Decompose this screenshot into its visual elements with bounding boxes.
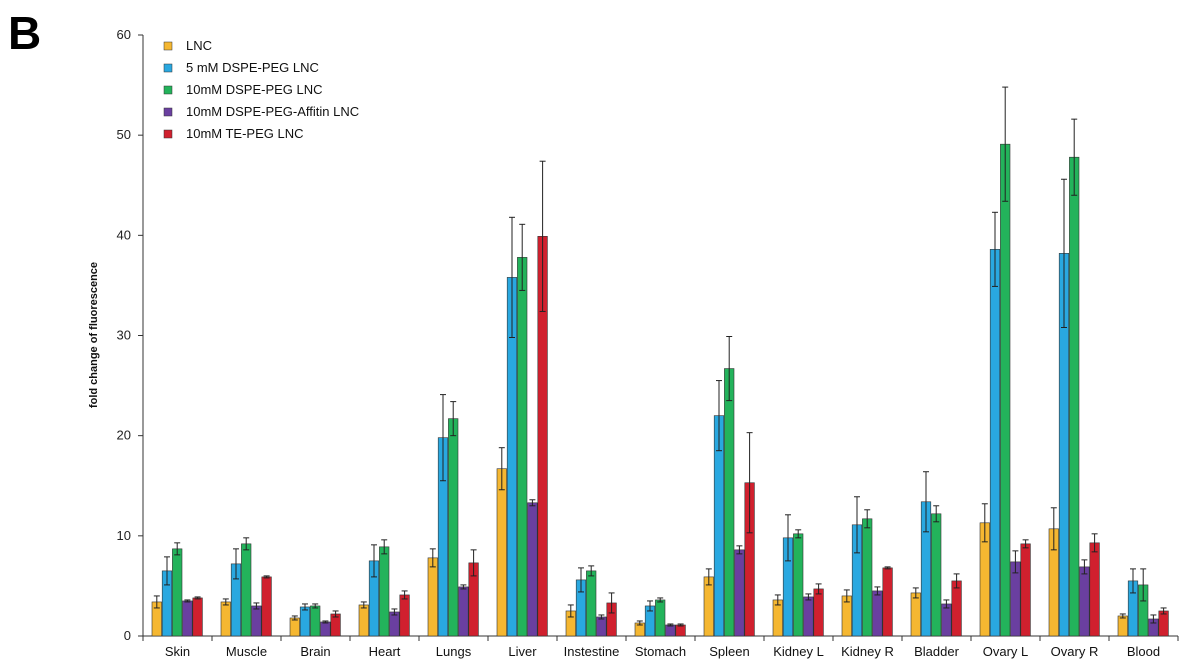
bar bbox=[379, 546, 390, 637]
legend-label: 10mM DSPE-PEG LNC bbox=[186, 82, 323, 97]
bar bbox=[813, 588, 824, 637]
bar bbox=[427, 557, 438, 637]
bar bbox=[586, 570, 597, 637]
bar bbox=[931, 513, 942, 637]
bar bbox=[872, 590, 883, 637]
bar bbox=[793, 533, 804, 637]
bar bbox=[299, 606, 311, 637]
category-label: Instestine bbox=[564, 644, 620, 659]
bar bbox=[951, 580, 962, 637]
bar bbox=[1020, 543, 1031, 637]
y-tick-label: 30 bbox=[117, 328, 131, 343]
y-tick-label: 40 bbox=[117, 227, 131, 242]
category-label: Lungs bbox=[436, 644, 472, 659]
bar bbox=[862, 518, 873, 637]
bar bbox=[289, 617, 300, 637]
bar bbox=[182, 600, 193, 637]
error-bars bbox=[153, 86, 1167, 627]
bar bbox=[1117, 615, 1128, 637]
bar bbox=[220, 601, 231, 637]
legend-label: 10mM TE-PEG LNC bbox=[186, 126, 304, 141]
bar bbox=[172, 548, 183, 637]
bar bbox=[358, 604, 369, 637]
x-axis-labels: Skin Muscle Brain Heart Lungs Liver Instestine… bbox=[165, 644, 1160, 659]
category-label: Ovary L bbox=[983, 644, 1029, 659]
category-label: Kidney R bbox=[841, 644, 894, 659]
category-label: Bladder bbox=[914, 644, 959, 659]
bar bbox=[517, 257, 528, 637]
bars bbox=[151, 143, 1169, 637]
legend-swatch bbox=[163, 129, 173, 139]
bar bbox=[448, 418, 459, 637]
legend-swatch bbox=[163, 107, 173, 117]
y-axis-label: fold change of fluorescence bbox=[88, 262, 100, 408]
bar bbox=[399, 594, 410, 637]
bar bbox=[675, 624, 686, 637]
panel-label: B bbox=[8, 7, 42, 59]
category-label: Kidney L bbox=[773, 644, 824, 659]
bar bbox=[596, 616, 607, 637]
y-axis-tick-labels: 0 10 20 30 40 50 60 bbox=[117, 27, 131, 643]
legend-swatch bbox=[163, 85, 173, 95]
bar bbox=[389, 611, 400, 637]
bar bbox=[1079, 566, 1090, 637]
bar bbox=[320, 621, 331, 637]
y-tick-label: 0 bbox=[124, 628, 131, 643]
category-label: Stomach bbox=[635, 644, 686, 659]
bar bbox=[1069, 156, 1080, 637]
category-label: Skin bbox=[165, 644, 190, 659]
bar bbox=[803, 596, 814, 637]
bar bbox=[310, 605, 321, 637]
bar bbox=[496, 468, 507, 637]
bar bbox=[734, 549, 745, 637]
bar bbox=[941, 603, 952, 637]
bar bbox=[241, 543, 252, 637]
bar bbox=[1158, 610, 1169, 637]
bar bbox=[655, 599, 666, 637]
category-label: Blood bbox=[1127, 644, 1160, 659]
bar bbox=[458, 586, 469, 637]
category-label: Brain bbox=[300, 644, 330, 659]
bar bbox=[251, 605, 262, 637]
category-label: Spleen bbox=[709, 644, 749, 659]
y-tick-label: 10 bbox=[117, 528, 131, 543]
category-label: Ovary R bbox=[1051, 644, 1099, 659]
category-label: Muscle bbox=[226, 644, 267, 659]
bar bbox=[910, 592, 921, 637]
category-label: Heart bbox=[369, 644, 401, 659]
bar bbox=[261, 576, 272, 637]
bar bbox=[192, 597, 203, 637]
legend-label: 5 mM DSPE-PEG LNC bbox=[186, 60, 319, 75]
category-label: Liver bbox=[508, 644, 537, 659]
bar bbox=[665, 624, 676, 637]
y-tick-label: 20 bbox=[117, 428, 131, 443]
bar bbox=[724, 368, 735, 637]
y-tick-label: 50 bbox=[117, 127, 131, 142]
legend-swatch bbox=[163, 63, 173, 73]
legend-swatch bbox=[163, 41, 173, 51]
bar bbox=[989, 249, 1001, 637]
legend-label: 10mM DSPE-PEG-Affitin LNC bbox=[186, 104, 359, 119]
y-tick-label: 60 bbox=[117, 27, 131, 42]
bar bbox=[882, 567, 893, 637]
bar bbox=[527, 502, 538, 637]
bar bbox=[1089, 542, 1100, 637]
legend-label: LNC bbox=[186, 38, 212, 53]
bar bbox=[1000, 143, 1011, 637]
legend: LNC 5 mM DSPE-PEG LNC 10mM DSPE-PEG LNC 10m… bbox=[163, 38, 359, 141]
bar bbox=[703, 576, 714, 637]
